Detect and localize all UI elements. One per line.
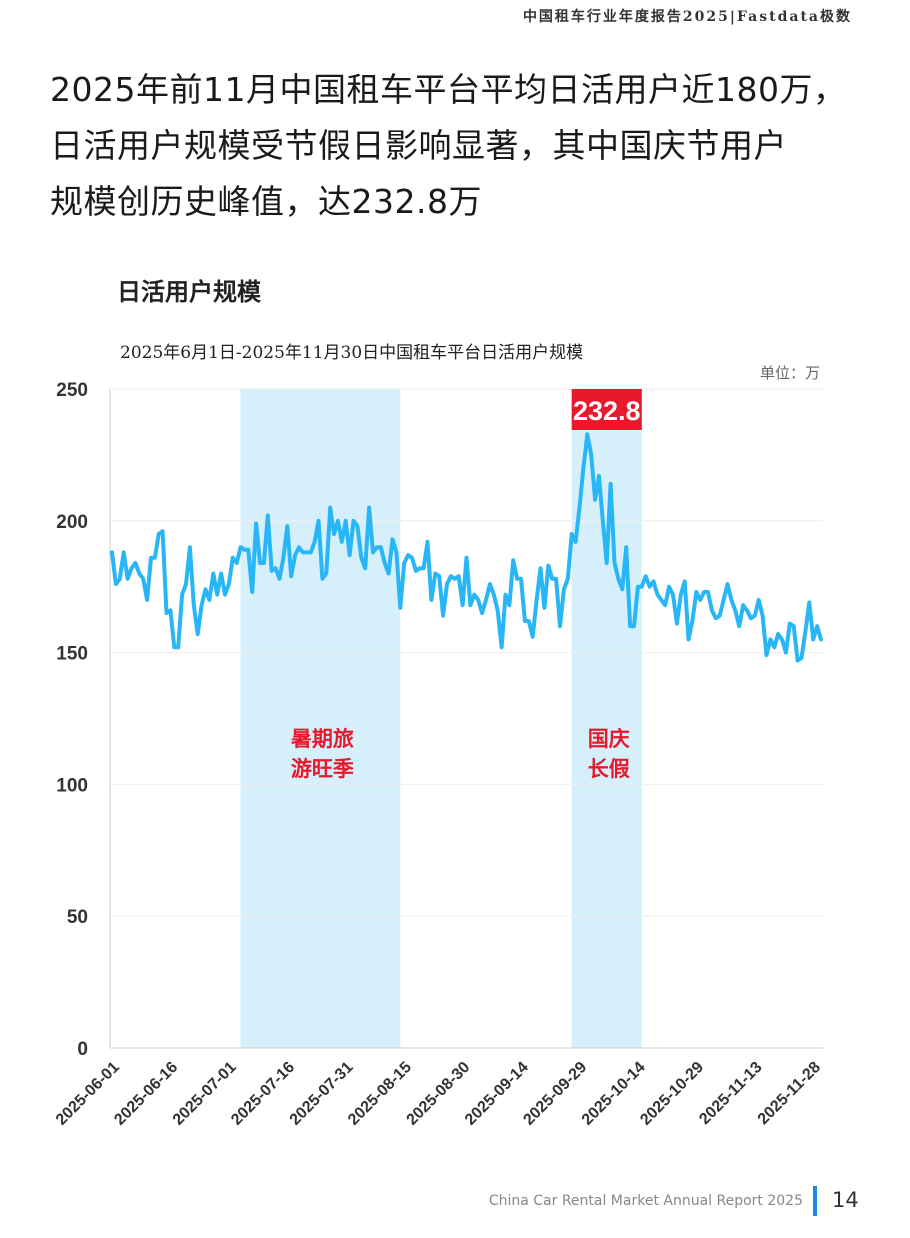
period-label: 国庆 [588,726,630,751]
report-header: 中国租车行业年度报告2025|Fastdata极数 [522,9,852,25]
headline: 2025年前11月中国租车平台平均日活用户近180万， 日活用户规模受节假日影响… [50,62,870,230]
peak-value-label: 232.8 [573,396,641,426]
headline-line: 规模创历史峰值，达232.8万 [50,182,482,221]
headline-line: 2025年前11月中国租车平台平均日活用户近180万， [50,70,847,109]
x-tick-label: 2025-11-28 [755,1059,824,1128]
period-label: 暑期旅 [291,726,354,751]
shaded-period [571,389,642,1048]
peak-badge [571,389,642,430]
period-label: 长假 [588,756,630,781]
section-title: 日活用户规模 [117,278,261,306]
x-tick-label: 2025-10-29 [637,1059,707,1129]
y-tick-label: 250 [56,380,88,401]
footer-accent-bar [813,1186,817,1216]
series-line [110,432,823,663]
footer-report-name: China Car Rental Market Annual Report 20… [488,1193,803,1209]
y-tick-label: 50 [67,907,88,928]
y-tick-label: 0 [77,1039,88,1060]
page-number: 14 [832,1188,859,1212]
y-tick-label: 100 [56,775,88,796]
chart-subtitle: 2025年6月1日-2025年11月30日中国租车平台日活用户规模 [120,343,584,363]
period-label: 游旺季 [291,756,354,781]
shaded-period [240,389,401,1048]
y-tick-label: 150 [56,644,88,665]
headline-line: 日活用户规模受节假日影响显著，其中国庆节用户 [50,126,787,165]
y-tick-label: 200 [56,512,88,533]
unit-label: 单位：万 [759,364,820,382]
